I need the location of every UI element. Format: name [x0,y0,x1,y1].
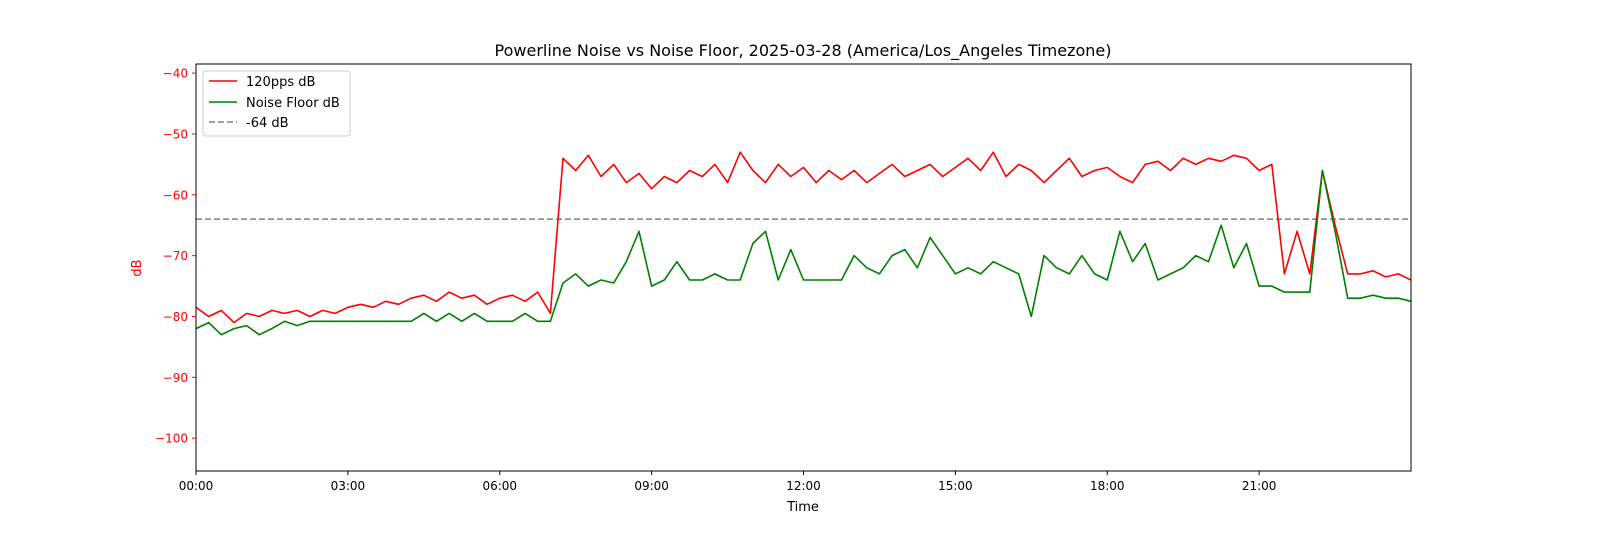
y-tick-label: −50 [163,127,188,141]
series-line-1 [195,169,1412,336]
legend-box [202,70,351,137]
x-tick-label: 06:00 [482,479,517,493]
x-tick-label: 15:00 [938,479,973,493]
y-axis: −40 −50 −60 −70 −80 −90 −100 [155,67,196,446]
x-axis-label: Time [786,500,819,515]
axes-frame [195,63,1412,472]
y-tick-label: −70 [163,249,188,263]
legend-label-threshold: -64 dB [246,116,289,131]
x-axis: 00:00 03:00 06:00 09:00 12:00 15:00 18:00 21:00 [179,471,1277,493]
y-tick-label: −90 [163,371,188,385]
y-axis-label: dB [130,259,145,276]
x-tick-label: 09:00 [634,479,669,493]
x-tick-label: 12:00 [786,479,821,493]
y-tick-label: −60 [163,188,188,202]
y-tick-label: −40 [163,67,188,81]
plot-area [195,151,1412,336]
legend-label-120pps: 120pps dB [246,75,315,90]
y-tick-label: −100 [155,432,188,446]
legend: 120pps dB Noise Floor dB -64 dB [202,70,351,137]
x-tick-label: 00:00 [179,479,214,493]
x-tick-label: 21:00 [1242,479,1277,493]
y-tick-label: −80 [163,310,188,324]
x-tick-label: 03:00 [331,479,366,493]
chart-title: Powerline Noise vs Noise Floor, 2025-03-… [495,41,1112,61]
x-tick-label: 18:00 [1090,479,1125,493]
series-line-0 [195,151,1412,324]
legend-label-noise-floor: Noise Floor dB [246,96,340,111]
